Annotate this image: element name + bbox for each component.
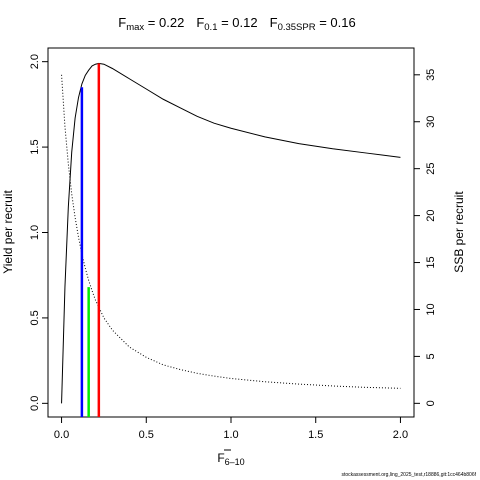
plot-frame [47, 47, 415, 418]
x-axis-label-subscript: 6–10 [225, 457, 245, 467]
y-right-tick-label: 0 [425, 400, 437, 406]
x-tick-label: 2.0 [393, 429, 408, 441]
y-axis-label-left: Yield per recruit [1, 190, 15, 274]
y-left-tick-label: 1.5 [29, 139, 41, 154]
f01-value: = 0.12 [217, 15, 257, 30]
y-left-tick-label: 1.0 [29, 225, 41, 240]
y-right-tick-label: 10 [425, 303, 437, 315]
fmax-subscript: max [126, 22, 144, 33]
y-right-tick-label: 5 [425, 353, 437, 359]
x-axis-label-symbol: F [217, 451, 224, 465]
x-tick-label: 1.5 [308, 429, 323, 441]
y-right-tick-label: 30 [425, 116, 437, 128]
f01-symbol: F [196, 15, 204, 30]
axes-layer: 0.0 0.5 1.0 1.5 2.0 0.0 0.5 1.0 1.5 2.0 0 5 10 15 20 25… [29, 54, 437, 441]
y-right-tick-label: 20 [425, 209, 437, 221]
x-tick-label: 0.0 [54, 429, 69, 441]
yield-per-recruit-line [61, 62, 401, 404]
f01-subscript: 0.1 [204, 22, 217, 33]
y-right-tick-label: 25 [425, 163, 437, 175]
source-footer: stockassessment.org,ling_2025_test,r1888… [341, 472, 476, 478]
y-left-tick-label: 0.5 [29, 310, 41, 325]
y-axis-label-right: SSB per recruit [452, 191, 466, 273]
fmax-symbol: F [118, 15, 126, 30]
f35-subscript: 0.35SPR [278, 22, 316, 33]
x-axis-label: F6–10 [217, 451, 244, 467]
y-right-tick-label: 35 [425, 69, 437, 81]
x-tick-label: 0.5 [139, 429, 154, 441]
y-left-tick-label: 0.0 [29, 396, 41, 411]
f35-symbol: F [270, 15, 278, 30]
chart-title: Fmax = 0.22 F0.1 = 0.12 F0.35SPR = 0.16 [118, 15, 355, 33]
data-layer [61, 62, 401, 417]
y-right-tick-label: 15 [425, 256, 437, 268]
y-left-tick-label: 2.0 [29, 54, 41, 69]
x-tick-label: 1.0 [223, 429, 238, 441]
ssb-per-recruit-line [61, 74, 401, 389]
fmax-value: = 0.22 [144, 15, 184, 30]
f35-value: = 0.16 [316, 15, 356, 30]
